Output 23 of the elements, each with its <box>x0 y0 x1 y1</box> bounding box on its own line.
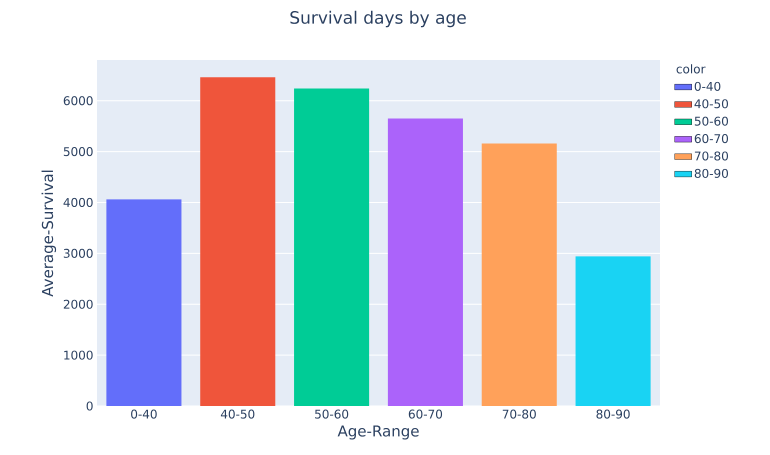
chart-title: Survival days by age <box>290 10 466 28</box>
y-tick-label: 0 <box>86 401 93 411</box>
legend-label: 60-70 <box>694 134 728 144</box>
x-axis-title: Age-Range <box>338 425 419 440</box>
y-tick-label: 4000 <box>64 198 93 208</box>
legend-label: 70-80 <box>694 151 728 161</box>
y-tick-label: 5000 <box>64 147 93 156</box>
legend-label: 40-50 <box>694 99 728 108</box>
y-tick-label: 6000 <box>64 96 93 106</box>
y-axis-title: Average-Survival <box>42 170 56 297</box>
legend-label: 0-40 <box>694 82 720 91</box>
legend-label: 80-90 <box>694 168 728 178</box>
x-tick-label: 70-80 <box>502 410 536 419</box>
x-tick-label: 0-40 <box>131 410 157 419</box>
legend-title: color <box>676 64 706 74</box>
y-tick-label: 2000 <box>64 300 93 309</box>
x-tick-label: 40-50 <box>220 410 254 419</box>
x-tick-label: 50-60 <box>315 410 348 419</box>
legend-label: 50-60 <box>694 116 728 126</box>
x-tick-label: 60-70 <box>408 410 442 419</box>
y-tick-label: 3000 <box>64 248 93 258</box>
x-tick-label: 80-90 <box>596 410 630 419</box>
y-tick-label: 1000 <box>64 350 93 360</box>
